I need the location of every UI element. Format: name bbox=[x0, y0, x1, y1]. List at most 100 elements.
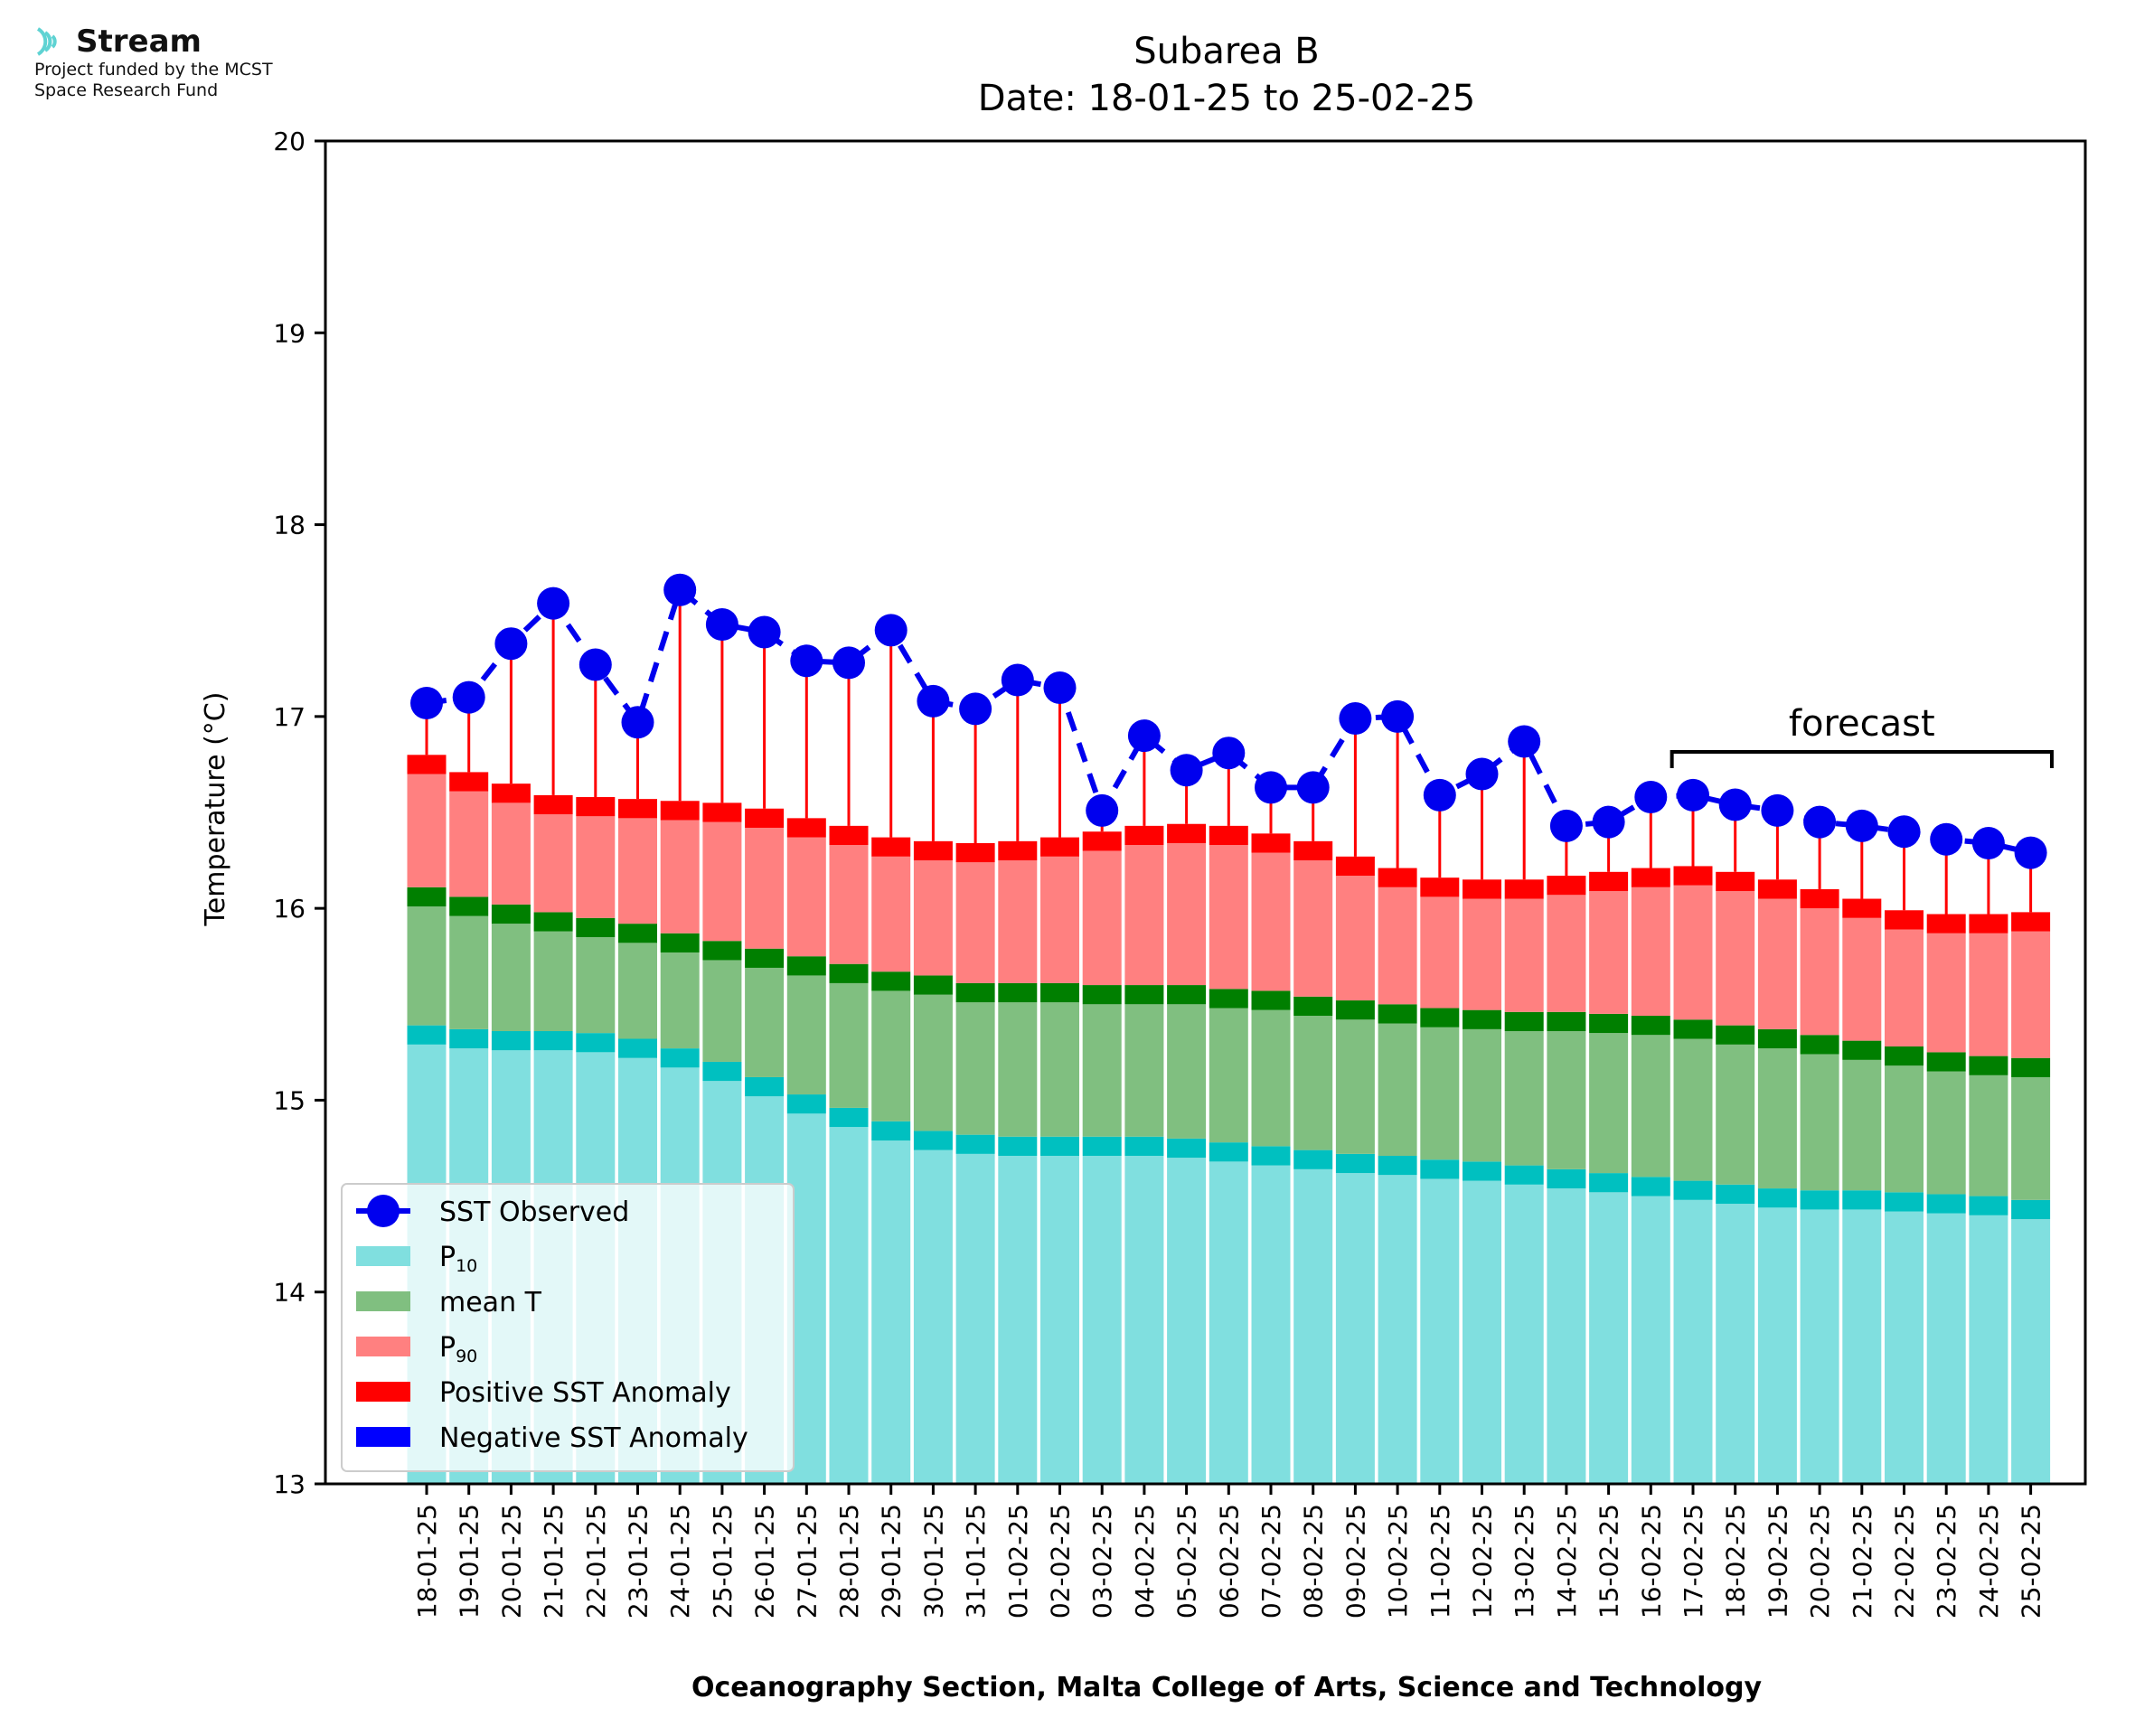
p10-cap bbox=[1757, 1188, 1797, 1208]
p90-bar bbox=[702, 821, 742, 942]
x-tick-label: 21-01-25 bbox=[539, 1504, 569, 1619]
mean-cap bbox=[871, 971, 911, 991]
p90-cap bbox=[533, 794, 573, 815]
mean-cap bbox=[913, 975, 953, 995]
p10-cap bbox=[1082, 1136, 1122, 1156]
p10-cap bbox=[1124, 1136, 1164, 1156]
mean-bar bbox=[1420, 1027, 1460, 1160]
p90-bar bbox=[1251, 852, 1291, 991]
mean-cap bbox=[745, 948, 785, 968]
mean-bar bbox=[1885, 1065, 1924, 1193]
x-tick-label: 30-01-25 bbox=[918, 1504, 948, 1619]
stream-waves-icon bbox=[36, 27, 57, 56]
p90-cap bbox=[660, 801, 700, 821]
forecast-bracket-line bbox=[1670, 750, 2054, 768]
x-tick-label: 04-02-25 bbox=[1130, 1504, 1160, 1619]
legend-swatch bbox=[356, 1291, 410, 1311]
observed-point bbox=[494, 627, 528, 661]
p90-bar bbox=[407, 774, 447, 887]
observed-point bbox=[1845, 809, 1878, 842]
legend-label-text: P bbox=[439, 1332, 456, 1364]
p10-cap bbox=[1673, 1180, 1713, 1200]
p90-cap bbox=[1251, 833, 1291, 853]
p90-bar bbox=[1167, 842, 1207, 986]
p90-cap bbox=[1969, 914, 2008, 934]
observed-point bbox=[1086, 793, 1119, 827]
p10-cap bbox=[1800, 1190, 1839, 1210]
legend-label-subscript: 10 bbox=[456, 1256, 477, 1276]
mean-bar bbox=[2011, 1076, 2051, 1200]
observed-point bbox=[1508, 725, 1541, 758]
observed-point bbox=[1465, 757, 1499, 791]
observed-point bbox=[1803, 805, 1837, 839]
observed-point bbox=[1887, 815, 1921, 849]
mean-cap bbox=[1800, 1035, 1839, 1055]
p10-cap bbox=[1167, 1138, 1207, 1159]
p90-bar bbox=[1040, 856, 1079, 983]
p90-cap bbox=[449, 772, 489, 792]
observed-point bbox=[1718, 788, 1752, 821]
mean-bar bbox=[1547, 1031, 1586, 1169]
p10-cap bbox=[871, 1121, 911, 1141]
p90-cap bbox=[1926, 914, 1966, 934]
p90-cap bbox=[1631, 868, 1670, 887]
p90-bar bbox=[913, 860, 953, 976]
p10-bar bbox=[1631, 1196, 1670, 1484]
mean-cap bbox=[1547, 1011, 1586, 1032]
p10-bar bbox=[1757, 1207, 1797, 1484]
legend-label-text: mean T bbox=[439, 1287, 542, 1318]
p90-bar bbox=[1463, 898, 1501, 1010]
mean-bar bbox=[407, 906, 447, 1026]
mean-cap bbox=[449, 896, 489, 916]
y-tick-label: 18 bbox=[273, 511, 306, 540]
mean-cap bbox=[1757, 1028, 1797, 1049]
mean-bar bbox=[745, 967, 785, 1077]
p10-cap bbox=[1716, 1184, 1755, 1205]
mean-cap bbox=[1504, 1011, 1544, 1032]
observed-point bbox=[410, 686, 443, 719]
p90-bar bbox=[1547, 895, 1586, 1012]
forecast-label: forecast bbox=[1789, 703, 1935, 745]
p90-cap bbox=[1209, 825, 1248, 846]
p90-bar bbox=[1124, 845, 1164, 986]
p10-bar bbox=[1547, 1188, 1586, 1484]
x-tick-label: 07-02-25 bbox=[1256, 1504, 1286, 1619]
p90-cap bbox=[955, 842, 995, 863]
mean-bar bbox=[1335, 1019, 1375, 1154]
x-tick-label: 19-02-25 bbox=[1763, 1504, 1792, 1619]
p90-cap bbox=[1504, 879, 1544, 899]
p90-bar bbox=[1335, 876, 1375, 1001]
p10-cap bbox=[1631, 1177, 1670, 1196]
mean-cap bbox=[1293, 996, 1333, 1017]
p90-bar bbox=[998, 860, 1038, 983]
p90-cap bbox=[998, 840, 1038, 861]
observed-point bbox=[1971, 826, 2005, 859]
observed-point bbox=[1043, 671, 1077, 705]
p10-cap bbox=[1420, 1159, 1460, 1179]
p10-bar bbox=[2011, 1219, 2051, 1484]
p10-cap bbox=[1885, 1192, 1924, 1212]
mean-cap bbox=[1631, 1016, 1670, 1036]
observed-point bbox=[1549, 809, 1583, 842]
x-tick-label: 24-01-25 bbox=[665, 1504, 695, 1619]
observed-point bbox=[1170, 754, 1203, 787]
p90-bar bbox=[1842, 917, 1882, 1041]
mean-cap bbox=[1167, 985, 1207, 1005]
p10-bar bbox=[1251, 1165, 1291, 1484]
mean-bar bbox=[1293, 1016, 1333, 1150]
p90-bar bbox=[955, 862, 995, 983]
p10-cap bbox=[1926, 1194, 1966, 1214]
p90-cap bbox=[1757, 879, 1797, 899]
legend-label: SST Observed bbox=[439, 1196, 629, 1228]
observed-line bbox=[426, 585, 2032, 856]
legend-label: Negative SST Anomaly bbox=[439, 1422, 748, 1454]
p90-cap bbox=[786, 818, 826, 838]
mean-cap bbox=[1209, 989, 1248, 1009]
mean-bar bbox=[576, 936, 616, 1034]
p90-bar bbox=[871, 856, 911, 972]
mean-bar bbox=[1167, 1004, 1207, 1139]
observed-point bbox=[537, 586, 570, 620]
y-tick-label: 16 bbox=[273, 894, 306, 924]
p90-bar bbox=[1885, 929, 1924, 1046]
